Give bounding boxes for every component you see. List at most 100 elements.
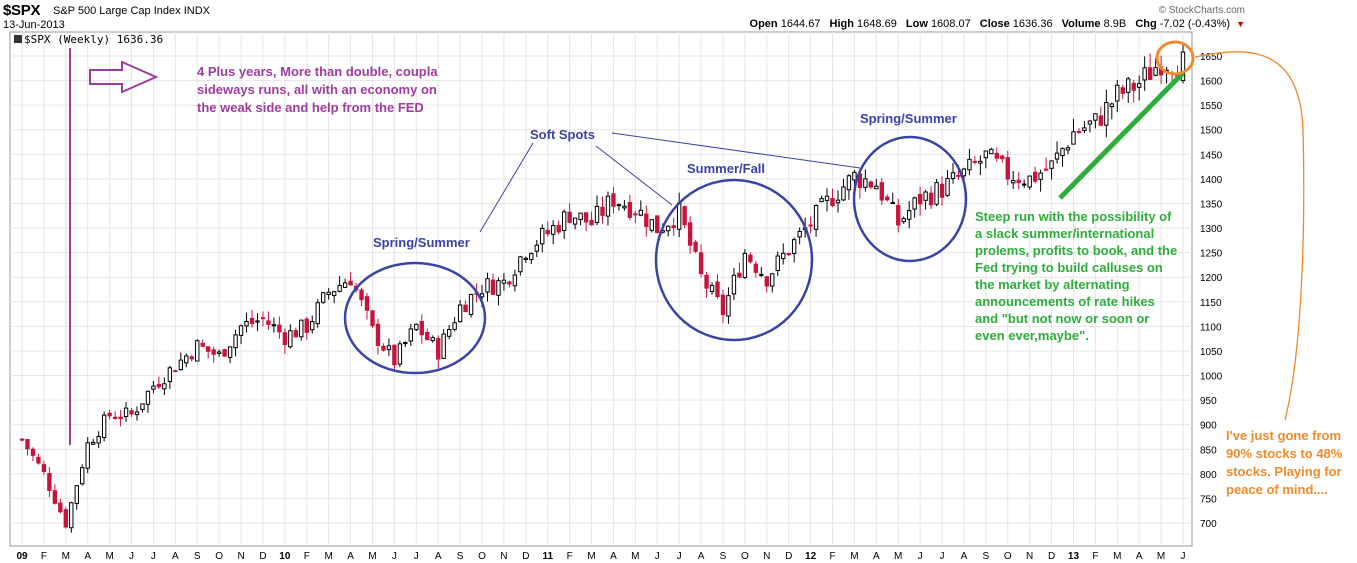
candle-body: [1104, 102, 1109, 126]
soft-spots-line-2: [595, 145, 673, 206]
candle-body: [1049, 160, 1054, 169]
candle-body: [490, 279, 496, 295]
down-arrow-icon: ▼: [1236, 19, 1245, 29]
x-month-label: A: [435, 551, 442, 562]
candle-body: [151, 385, 156, 390]
candle-body: [80, 467, 85, 485]
x-month-label: M: [1157, 551, 1165, 562]
candle-body: [184, 355, 189, 364]
y-tick-label: 700: [1200, 519, 1217, 530]
x-month-label: J: [677, 551, 682, 562]
soft-spots-line-3: [611, 132, 861, 169]
candle-body: [173, 370, 178, 373]
candle-body: [819, 198, 824, 203]
x-month-label: J: [392, 551, 397, 562]
candle-body: [397, 343, 403, 365]
candle-body: [25, 439, 30, 450]
candle-body: [852, 171, 857, 181]
candle-body: [512, 274, 518, 287]
candle-body: [698, 252, 704, 275]
candle-body: [321, 292, 326, 303]
candle-body: [52, 490, 58, 504]
candle-body: [830, 198, 835, 207]
candle-body: [41, 464, 47, 472]
candle-body: [994, 152, 999, 159]
candle-body: [666, 225, 671, 232]
candle-body: [1098, 115, 1104, 126]
candle-body: [518, 256, 523, 273]
candle-body: [507, 281, 512, 285]
candle-body: [841, 186, 846, 201]
candle-body: [211, 349, 216, 355]
candle-body: [244, 320, 249, 327]
candle-body: [737, 272, 742, 278]
candle-body: [1060, 148, 1065, 157]
candle-body: [1147, 67, 1153, 80]
candle-body: [167, 367, 173, 383]
high-value: 1648.69: [857, 18, 897, 30]
candle-body: [813, 204, 819, 230]
candle-body: [260, 317, 266, 320]
candle-body: [419, 321, 424, 336]
candle-body: [304, 318, 309, 333]
y-tick-label: 1350: [1200, 199, 1223, 210]
candle-body: [249, 317, 255, 324]
candle-body: [874, 185, 879, 190]
candle-body: [808, 224, 813, 227]
candle-body: [386, 345, 392, 350]
y-tick-label: 1150: [1200, 298, 1222, 309]
candle-body: [216, 351, 222, 354]
candle-body: [720, 294, 726, 316]
candle-body: [600, 206, 605, 216]
candle-body: [1043, 168, 1049, 171]
candle-body: [572, 217, 578, 225]
candle-body: [118, 416, 123, 419]
x-month-label: J: [918, 551, 923, 562]
candle-body: [501, 279, 507, 284]
candle-body: [282, 332, 288, 346]
y-tick-label: 900: [1200, 421, 1217, 432]
x-month-label: A: [1136, 551, 1143, 562]
candle-body: [649, 219, 654, 231]
x-month-label: S: [720, 551, 727, 562]
y-axis: 700 750 800 850 900 950 1000 1050 1100 1150 1200 12…: [1200, 52, 1223, 530]
chart-date: 13-Jun-2013: [3, 19, 65, 31]
high-label: High: [829, 18, 854, 30]
circle2-label: Summer/Fall: [687, 161, 766, 176]
candle-body: [551, 224, 556, 235]
close-label: Close: [979, 18, 1010, 30]
candle-body: [1115, 84, 1120, 102]
candle-body: [156, 383, 162, 388]
candle-body: [1016, 179, 1021, 184]
x-month-label: A: [610, 551, 617, 562]
candle-body: [233, 334, 238, 349]
candle-body: [731, 274, 737, 295]
candle-body: [682, 206, 687, 226]
candle-body: [1071, 131, 1076, 145]
x-year-label: 11: [542, 551, 553, 562]
candle-body: [835, 199, 841, 204]
candle-body: [200, 342, 205, 347]
purple-annotation: 4 Plus years, More than double, coupla s…: [197, 64, 438, 115]
candle-body: [101, 414, 107, 438]
x-month-label: M: [325, 551, 333, 562]
candle-body: [824, 195, 830, 201]
volume-value: 8.9B: [1103, 18, 1127, 30]
candle-body: [1120, 87, 1125, 94]
candle-body: [896, 204, 901, 226]
candle-body: [605, 195, 611, 217]
candle-body: [846, 175, 852, 191]
candle-body: [331, 291, 337, 297]
candle-body: [989, 148, 994, 155]
candle-body: [594, 205, 600, 223]
x-month-label: F: [829, 551, 835, 562]
candle-body: [561, 211, 567, 231]
open-value: 1644.67: [780, 18, 821, 30]
candle-body: [266, 320, 271, 325]
candle-body: [222, 349, 227, 357]
candle-body: [983, 150, 989, 159]
candle-body: [1153, 67, 1158, 76]
orange-connector: [1194, 51, 1305, 421]
x-month-label: D: [1048, 551, 1055, 562]
